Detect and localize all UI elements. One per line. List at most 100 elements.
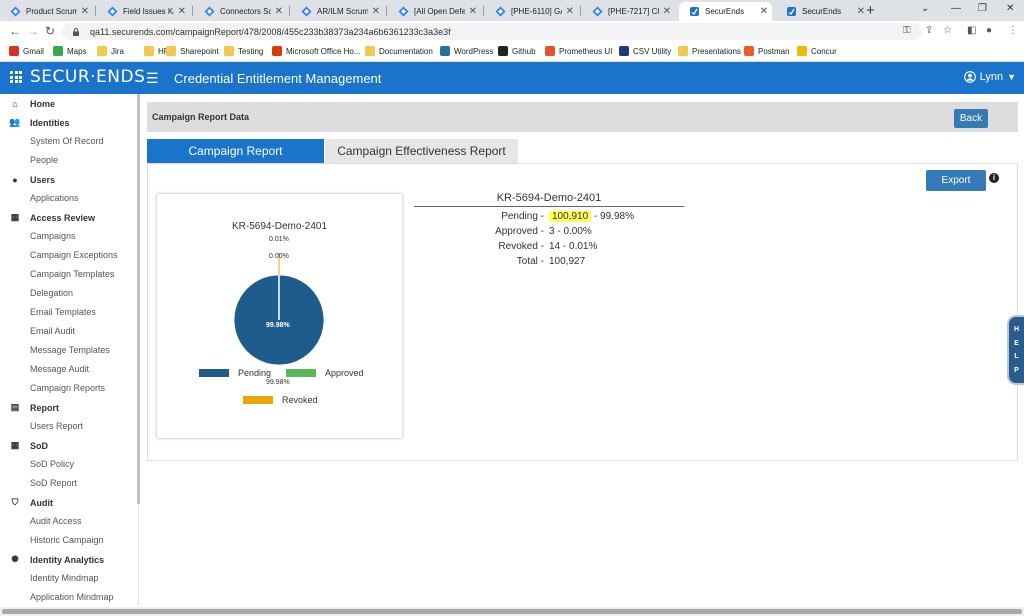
browser-tab[interactable]: [PHE-6110] GA and✕: [485, 2, 578, 21]
browser-menu-icon[interactable]: ⋮: [1008, 25, 1018, 36]
star-icon[interactable]: ☆: [943, 25, 952, 36]
hamburger-menu-icon[interactable]: ☰: [146, 70, 159, 86]
sidebar-section-users[interactable]: ● Users: [0, 170, 138, 189]
sidebar-item-applications[interactable]: Applications: [30, 193, 79, 203]
sidebar-item-message-templates[interactable]: Message Templates: [30, 345, 110, 355]
summary-title: KR-5694-Demo-2401: [414, 192, 684, 207]
browser-tab[interactable]: [PHE-7217] Change✕: [582, 2, 675, 21]
tab-close-icon[interactable]: ✕: [759, 6, 768, 17]
sidebar-item-campaign-templates[interactable]: Campaign Templates: [30, 269, 115, 279]
bookmark-label: Maps: [67, 46, 87, 56]
sidebar-item-audit-access[interactable]: Audit Access: [30, 516, 82, 526]
tab-campaign-report[interactable]: Campaign Report: [147, 139, 324, 163]
sidebar-item-historic-campaign[interactable]: Historic Campaign: [30, 535, 104, 545]
close-window-icon[interactable]: ✕: [1006, 3, 1015, 14]
legend-item-revoked[interactable]: Revoked: [243, 395, 318, 405]
tab-close-icon[interactable]: ✕: [662, 6, 671, 17]
tab-close-icon[interactable]: ✕: [468, 6, 477, 17]
sidebar-item-campaigns[interactable]: Campaigns: [30, 231, 76, 241]
report-panel: Export i KR-5694-Demo-2401 99.98% 0.00% 0.…: [147, 163, 1018, 461]
bookmark-item[interactable]: Microsoft Office Ho...: [272, 46, 361, 56]
legend-item-approved[interactable]: Approved: [286, 368, 364, 378]
browser-tab[interactable]: SecurEnds ✕: [679, 2, 772, 21]
horizontal-scrollbar[interactable]: [0, 607, 1024, 616]
bookmark-item[interactable]: Presentations: [678, 46, 741, 56]
info-icon[interactable]: i: [989, 173, 999, 183]
restore-icon[interactable]: ❐: [978, 3, 987, 14]
sidebar-item-system-of-record[interactable]: System Of Record: [30, 136, 104, 146]
bookmark-item[interactable]: Testing: [224, 46, 263, 56]
sidebar-section-access-review[interactable]: ▦ Access Review: [0, 208, 138, 227]
bookmark-item[interactable]: Maps: [53, 46, 87, 56]
tab-close-icon[interactable]: ✕: [177, 6, 186, 17]
sidebar-section-sod[interactable]: ▦ SoD: [0, 436, 138, 455]
tab-close-icon[interactable]: ✕: [371, 6, 380, 17]
sidebar-scrollbar[interactable]: [137, 94, 140, 504]
bookmark-item[interactable]: Jira: [97, 46, 124, 56]
reload-icon[interactable]: ↻: [45, 24, 56, 38]
browser-tab[interactable]: Product Scrum Board✕: [0, 2, 93, 21]
sidebar-item-campaign-reports[interactable]: Campaign Reports: [30, 383, 106, 393]
bookmark-item[interactable]: Github: [498, 46, 536, 56]
sidebar-section-identities[interactable]: 👥 Identities: [0, 113, 138, 132]
browser-tab[interactable]: Field Issues Kanban✕: [97, 2, 190, 21]
sidebar-item-email-audit[interactable]: Email Audit: [30, 326, 76, 336]
tab-close-icon[interactable]: ✕: [80, 6, 89, 17]
tab-search-icon[interactable]: ⌄: [921, 3, 930, 14]
new-tab-button[interactable]: +: [866, 2, 875, 19]
summary-value: 100,927: [549, 254, 684, 269]
bookmark-item[interactable]: Postman: [744, 46, 790, 56]
minimize-icon[interactable]: —: [951, 3, 961, 14]
back-arrow-icon[interactable]: ←: [9, 24, 21, 38]
sidebar-section-label: Identities: [30, 117, 70, 128]
forward-arrow-icon[interactable]: →: [27, 24, 39, 38]
bookmark-item[interactable]: HR: [144, 46, 170, 56]
securends-logo[interactable]: SECUR·ENDS: [30, 67, 146, 87]
sidebar-section-report[interactable]: ▤ Report: [0, 398, 138, 417]
sidebar-item-message-audit[interactable]: Message Audit: [30, 364, 90, 374]
share-icon[interactable]: ⇪: [925, 25, 934, 36]
help-letter: L: [1014, 353, 1019, 361]
sidebar-item-delegation[interactable]: Delegation: [30, 288, 74, 298]
bookmark-label: Concur: [811, 46, 837, 56]
tab-close-icon[interactable]: ✕: [565, 6, 574, 17]
sidebar-item-campaign-exceptions[interactable]: Campaign Exceptions: [30, 250, 118, 260]
bookmark-item[interactable]: Prometheus UI: [545, 46, 612, 56]
sidebar-item-identity-mindmap[interactable]: Identity Mindmap: [30, 573, 99, 583]
browser-tab[interactable]: AR/ILM Scrum Board✕: [291, 2, 384, 21]
sidebar-item-people[interactable]: People: [30, 155, 59, 165]
sidebar-item-sod-report[interactable]: SoD Report: [30, 478, 78, 488]
sidebar-item-sod-policy[interactable]: SoD Policy: [30, 459, 75, 469]
bookmark-item[interactable]: Documentation: [365, 46, 433, 56]
bookmark-item[interactable]: Sharepoint: [166, 46, 219, 56]
tab-close-icon[interactable]: ✕: [274, 6, 283, 17]
sidebar-section-audit[interactable]: ⛉ Audit: [0, 493, 138, 512]
bookmark-item[interactable]: Gmail: [9, 46, 44, 56]
browser-tab[interactable]: [All Open Defects]✕: [388, 2, 481, 21]
browser-tab[interactable]: SecurEnds ✕: [776, 2, 869, 21]
bookmark-icon: [797, 46, 807, 56]
key-icon[interactable]: ⚿: [903, 25, 911, 36]
sidebar-item-application-mindmap[interactable]: Application Mindmap: [30, 592, 114, 602]
sidebar-section-home[interactable]: ⌂ Home: [0, 94, 138, 113]
browser-tab[interactable]: Connectors Scrum Board✕: [194, 2, 287, 21]
legend-item-pending[interactable]: Pending: [199, 368, 271, 378]
jira-icon: [301, 6, 312, 17]
tab-close-icon[interactable]: ✕: [856, 6, 865, 17]
sidebar-section-identity-analytics[interactable]: ✺ Identity Analytics: [0, 550, 138, 569]
sidebar-item-email-templates[interactable]: Email Templates: [30, 307, 96, 317]
sidebar-item-users-report[interactable]: Users Report: [30, 421, 84, 431]
user-menu[interactable]: Lynn ▼: [963, 71, 1016, 83]
apps-grid-icon[interactable]: [10, 71, 22, 83]
profile-icon[interactable]: ●: [986, 25, 993, 36]
bookmark-item[interactable]: CSV Utility: [619, 46, 671, 56]
url-input[interactable]: qa11.securends.com/campaignReport/478/20…: [62, 23, 922, 40]
tab-campaign-effectiveness-report[interactable]: Campaign Effectiveness Report: [325, 139, 518, 163]
scrollbar-thumb[interactable]: [2, 609, 1022, 614]
back-button[interactable]: Back: [954, 109, 988, 128]
sidepanel-icon[interactable]: ◧: [967, 25, 977, 36]
export-button[interactable]: Export: [926, 170, 986, 191]
bookmark-item[interactable]: WordPress: [440, 46, 493, 56]
bookmark-item[interactable]: Concur: [797, 46, 837, 56]
